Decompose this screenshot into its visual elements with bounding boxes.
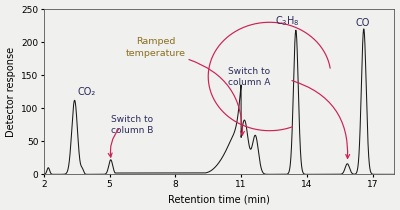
Text: Ramped
temperature: Ramped temperature bbox=[126, 37, 186, 58]
X-axis label: Retention time (min): Retention time (min) bbox=[168, 194, 270, 205]
Y-axis label: Detector response: Detector response bbox=[6, 47, 16, 137]
Text: CO₂: CO₂ bbox=[78, 87, 96, 97]
Text: Switch to
column A: Switch to column A bbox=[228, 67, 270, 87]
Text: Switch to
column B: Switch to column B bbox=[111, 115, 153, 135]
Text: C$_3$H$_8$: C$_3$H$_8$ bbox=[275, 14, 300, 28]
Text: CO: CO bbox=[356, 18, 370, 28]
